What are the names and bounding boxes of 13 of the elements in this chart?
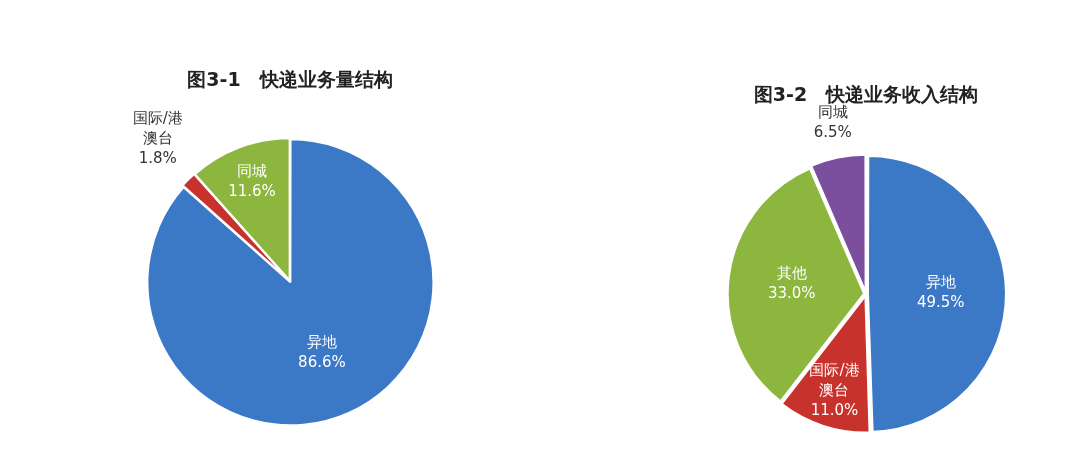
chart-title: 图3-1 快递业务量结构 bbox=[187, 68, 393, 91]
data-label: 6.5% bbox=[813, 123, 852, 142]
data-label: 49.5% bbox=[916, 292, 965, 311]
slice-label: 国际/港澳台 bbox=[132, 109, 183, 148]
slice-label: 其他 bbox=[776, 264, 807, 283]
data-label: 1.8% bbox=[138, 149, 177, 168]
slice-label: 异地 bbox=[925, 272, 956, 291]
data-label: 33.0% bbox=[767, 284, 816, 303]
data-label: 86.6% bbox=[298, 352, 346, 371]
slice-label: 同城 bbox=[237, 161, 268, 180]
slice-label: 异地 bbox=[306, 332, 337, 351]
data-label: 11.0% bbox=[810, 400, 859, 419]
data-label: 11.6% bbox=[228, 181, 276, 200]
